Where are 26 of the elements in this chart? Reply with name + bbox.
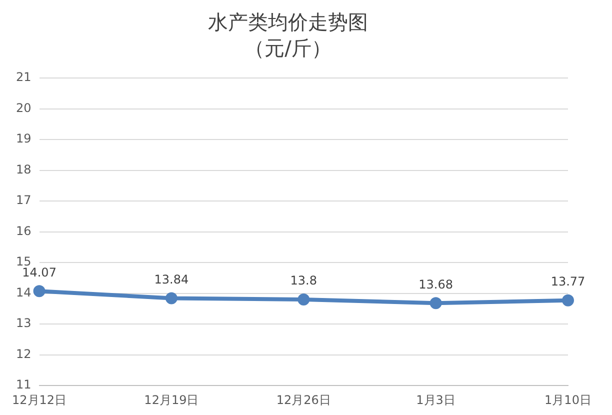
point xyxy=(298,293,310,306)
y-tick-label: 21 xyxy=(16,70,32,84)
x-tick-label: 12月19日 xyxy=(144,392,199,407)
y-tick-label: 20 xyxy=(16,100,32,115)
x-tick-label: 12月26日 xyxy=(276,392,331,407)
point xyxy=(562,294,574,306)
x-tick-label: 1月10日 xyxy=(544,392,592,407)
y-tick-label: 13 xyxy=(16,316,32,330)
y-tick-label: 17 xyxy=(16,193,32,208)
point xyxy=(33,285,46,298)
y-tick-label: 12 xyxy=(16,346,32,361)
x-tick-label: 12月12日 xyxy=(12,392,67,407)
data-label: 13.68 xyxy=(418,277,453,292)
x-tick-label: 1月3日 xyxy=(416,392,456,407)
data-label: 13.77 xyxy=(550,274,586,289)
y-tick-label: 11 xyxy=(16,378,32,392)
point xyxy=(165,292,178,304)
data-label: 13.84 xyxy=(154,272,189,286)
chart-title: 水产类均价走势图 xyxy=(208,10,368,34)
y-tick-label: 16 xyxy=(16,224,32,238)
point xyxy=(430,297,442,310)
y-tick-label: 14 xyxy=(16,285,32,300)
y-tick-label: 18 xyxy=(16,162,32,176)
y-tick-label: 19 xyxy=(16,132,32,146)
chart-subtitle: （元/斤） xyxy=(244,36,332,60)
data-label: 13.8 xyxy=(290,274,317,288)
